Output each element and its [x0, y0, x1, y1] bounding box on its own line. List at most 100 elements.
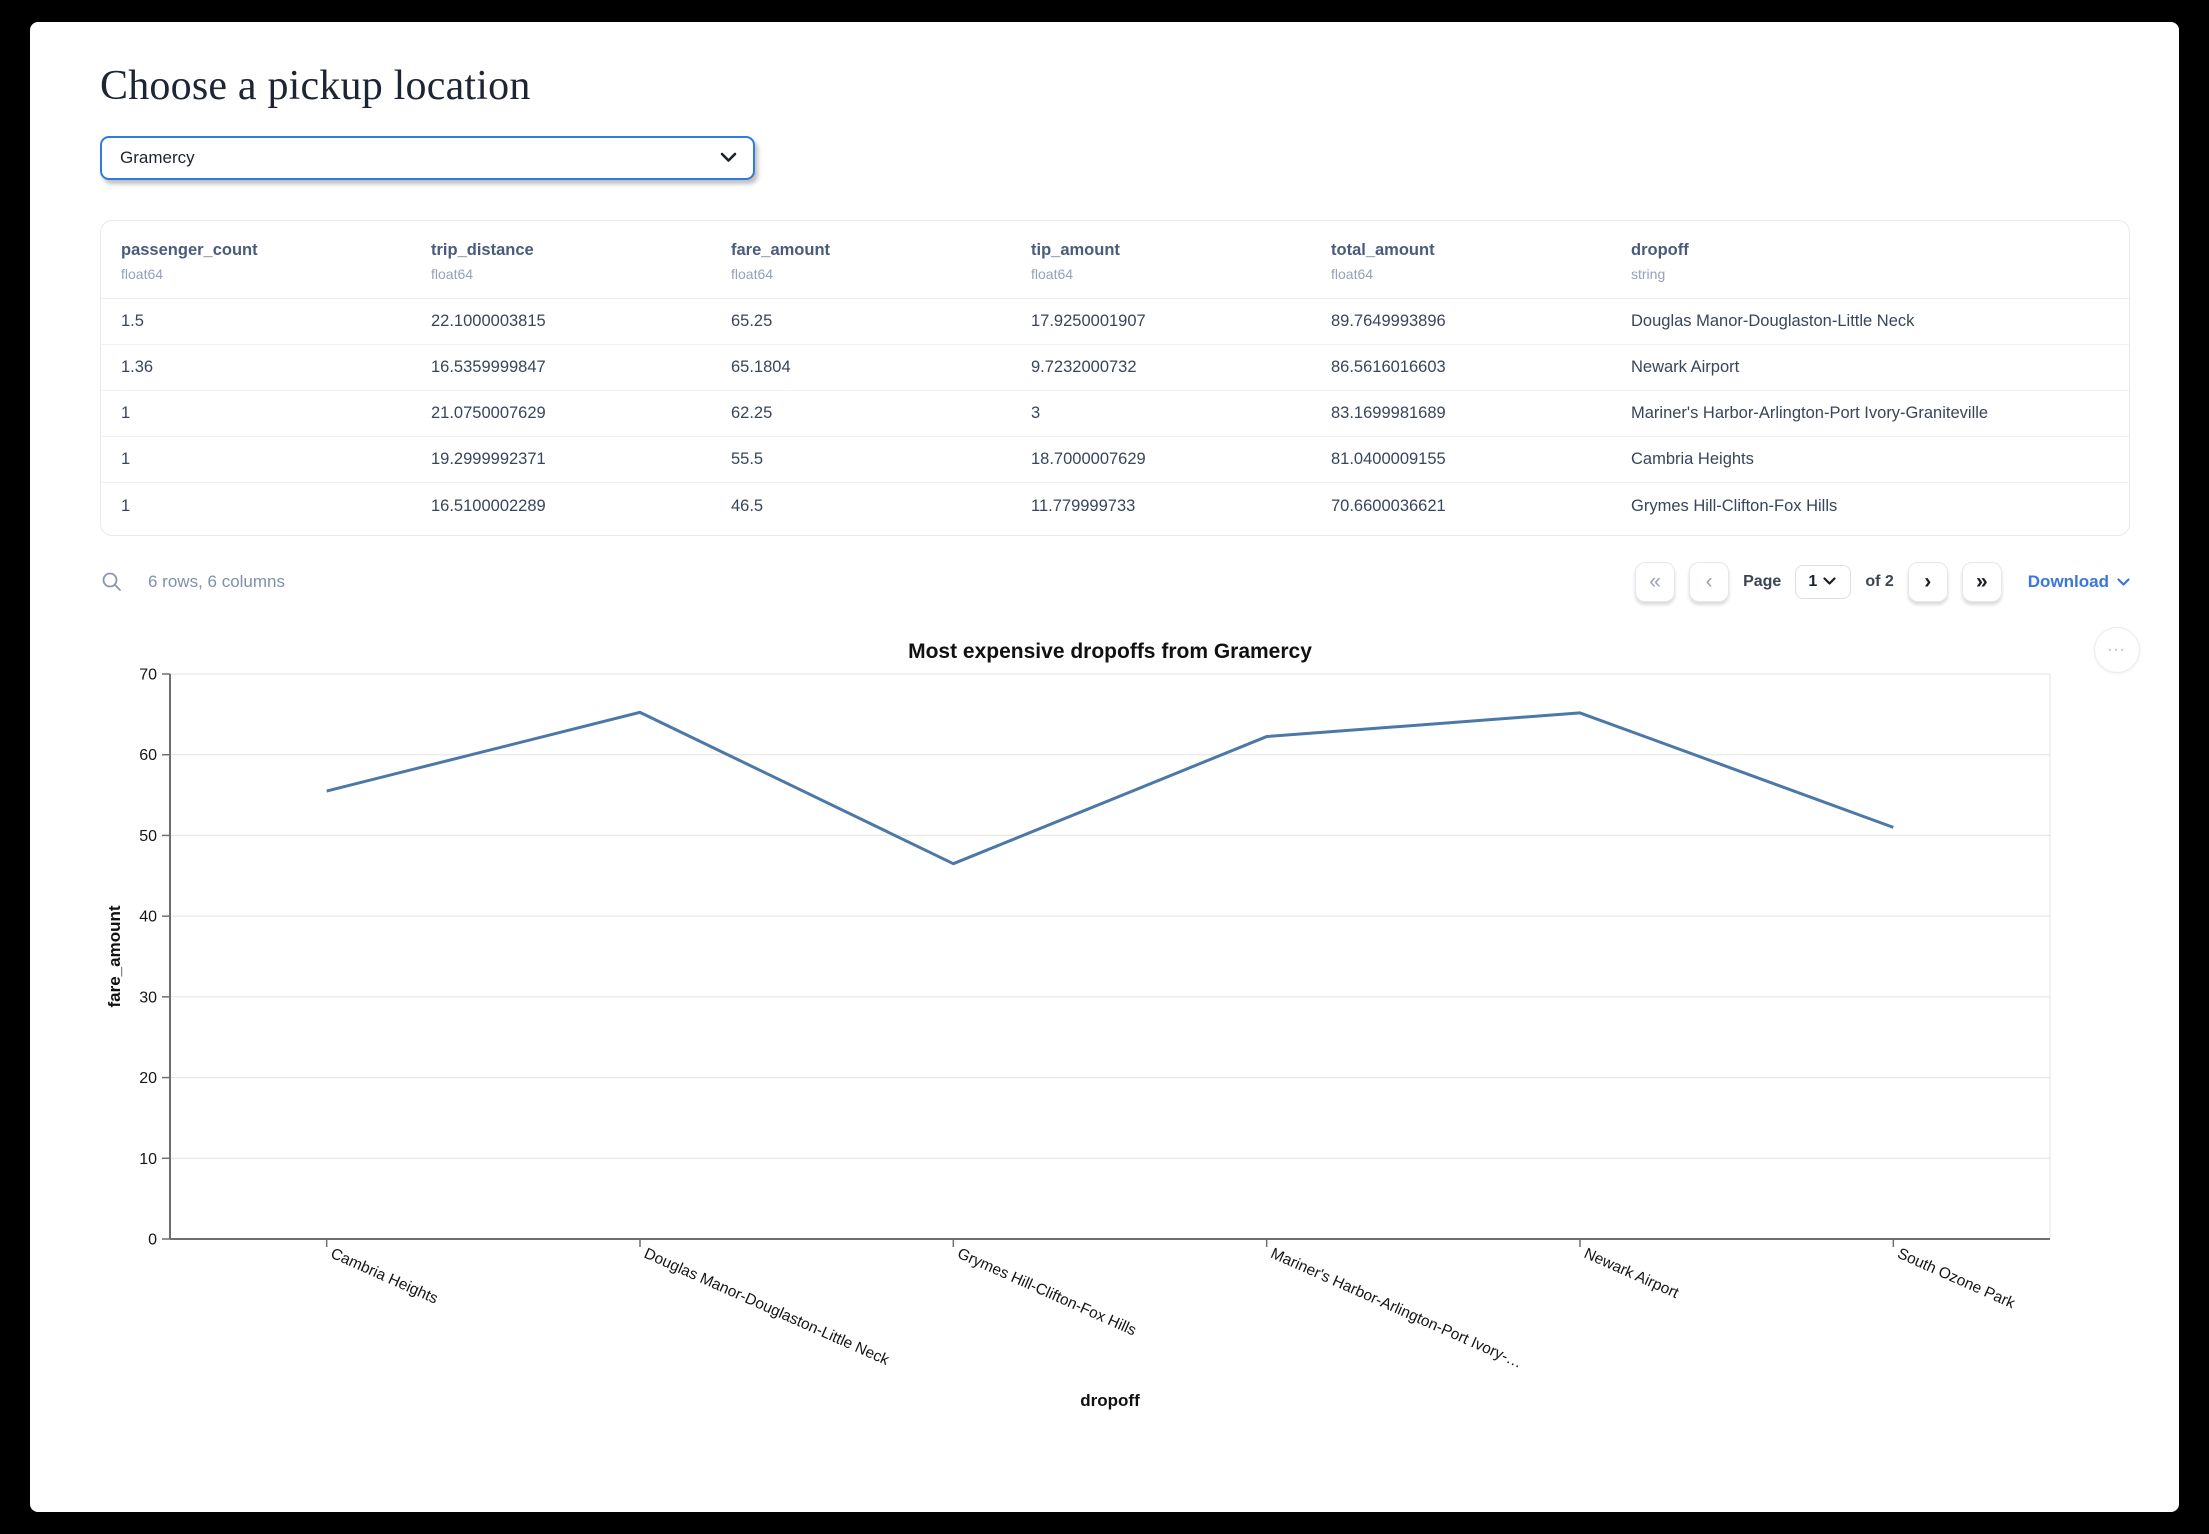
chevron-down-icon	[720, 148, 737, 168]
table-cell: 62.25	[731, 404, 773, 422]
x-tick-label: Grymes Hill-Clifton-Fox Hills	[955, 1245, 1139, 1339]
table-cell: 1.36	[121, 358, 154, 376]
x-tick-label: Mariner's Harbor-Arlington-Port Ivory-…	[1268, 1245, 1525, 1372]
pickup-location-value: Gramercy	[120, 148, 195, 167]
column-type: float64	[1331, 266, 1374, 282]
x-axis-title: dropoff	[1080, 1391, 1140, 1410]
table-cell: 65.1804	[731, 358, 791, 376]
table-cell: 9.7232000732	[1031, 358, 1137, 376]
table-cell: 18.7000007629	[1031, 450, 1146, 468]
column-type: float64	[121, 266, 164, 282]
first-page-icon: «	[1649, 570, 1661, 593]
column-name: passenger_count	[121, 241, 258, 259]
column-type: string	[1631, 266, 1666, 282]
table-cell: Grymes Hill-Clifton-Fox Hills	[1631, 496, 1838, 515]
last-page-icon: »	[1975, 570, 1988, 593]
y-tick-label: 30	[139, 989, 157, 1006]
table-cell: 3	[1031, 404, 1041, 422]
table-row[interactable]: 1 19.2999992371 55.5 18.7000007629 81.040000…	[101, 437, 2129, 483]
fare-amount-line-chart: Most expensive dropoffs from Gramercy 0 10…	[105, 640, 2051, 1410]
chart-card: ... Most expensive dropoffs from Gramerc…	[100, 627, 2140, 1429]
page-number-value: 1	[1808, 573, 1818, 590]
column-header-trip_distance[interactable]: trip_distance float64	[411, 241, 711, 282]
table-row[interactable]: 1 21.0750007629 62.25 3 83.1699981689 Mariner…	[101, 391, 2129, 437]
chevron-down-icon	[2117, 572, 2130, 592]
table-cell: 1	[121, 450, 131, 468]
x-tick-label: Newark Airport	[1581, 1245, 1681, 1302]
page-title: Choose a pickup location	[100, 63, 531, 109]
chart-title: Most expensive dropoffs from Gramercy	[908, 640, 1312, 663]
download-button[interactable]: Download	[2028, 572, 2130, 592]
chevron-down-icon	[1823, 573, 1836, 591]
table-cell: 86.5616016603	[1331, 358, 1446, 376]
table-cell: 16.5100002289	[431, 496, 546, 515]
page-number-select[interactable]: 1	[1795, 565, 1852, 599]
column-type: float64	[431, 266, 474, 282]
column-name: trip_distance	[431, 241, 534, 259]
table-cell: 83.1699981689	[1331, 404, 1446, 422]
column-name: total_amount	[1331, 241, 1435, 259]
last-page-button[interactable]: »	[1961, 562, 2002, 602]
x-tick-label: Douglas Manor-Douglaston-Little Neck	[641, 1245, 891, 1369]
column-header-fare_amount[interactable]: fare_amount float64	[711, 241, 1011, 282]
table-cell: 22.1000003815	[431, 312, 546, 330]
y-tick-label: 20	[139, 1070, 157, 1087]
chart-line	[326, 710, 1894, 866]
y-tick-label: 50	[139, 828, 157, 845]
table-row[interactable]: 1.5 22.1000003815 65.25 17.9250001907 89.764…	[101, 299, 2129, 345]
column-name: dropoff	[1631, 241, 1689, 259]
table-cell: Cambria Heights	[1631, 450, 1754, 468]
next-page-button[interactable]: ›	[1907, 562, 1948, 602]
column-header-total_amount[interactable]: total_amount float64	[1311, 241, 1611, 282]
x-tick-label: Cambria Heights	[328, 1245, 441, 1308]
table-cell: 1	[121, 404, 131, 422]
column-header-passenger_count[interactable]: passenger_count float64	[101, 241, 411, 282]
table-cell: 1.5	[121, 312, 144, 330]
table-cell: 55.5	[731, 450, 764, 468]
column-header-tip_amount[interactable]: tip_amount float64	[1011, 241, 1311, 282]
y-tick-label: 10	[139, 1151, 157, 1168]
table-cell: 21.0750007629	[431, 404, 546, 422]
table-cell: Douglas Manor-Douglaston-Little Neck	[1631, 312, 1915, 330]
table-cell: 1	[121, 496, 131, 515]
row-column-summary: 6 rows, 6 columns	[148, 572, 285, 591]
table-footer: 6 rows, 6 columns « ‹ Page 1 of 2 › » Do…	[100, 562, 2130, 602]
table-body: 1.5 22.1000003815 65.25 17.9250001907 89.764…	[101, 299, 2129, 535]
column-name: tip_amount	[1031, 241, 1120, 259]
y-tick-label: 70	[139, 667, 157, 684]
column-type: float64	[1031, 266, 1074, 282]
pickup-location-select[interactable]: Gramercy	[100, 136, 755, 180]
table-row[interactable]: 1.36 16.5359999847 65.1804 9.7232000732 86.5…	[101, 345, 2129, 391]
next-page-icon: ›	[1924, 570, 1932, 593]
page-label: Page	[1743, 573, 1782, 590]
table-cell: 70.6600036621	[1331, 496, 1446, 515]
table-cell: 19.2999992371	[431, 450, 546, 468]
y-tick-label: 0	[148, 1232, 157, 1249]
prev-page-button[interactable]: ‹	[1689, 562, 1730, 602]
app-window: Choose a pickup location Gramercy passen…	[30, 22, 2179, 1512]
table-cell: 65.25	[731, 312, 773, 330]
table-cell: 89.7649993896	[1331, 312, 1446, 330]
y-tick-label: 60	[139, 747, 157, 764]
chart-options-button[interactable]: ...	[2094, 627, 2140, 673]
table-cell: 46.5	[731, 496, 764, 515]
x-tick-label: South Ozone Park	[1895, 1245, 2018, 1312]
column-header-dropoff[interactable]: dropoff string	[1611, 241, 2129, 282]
table-cell: Mariner's Harbor-Arlington-Port Ivory-Gr…	[1631, 404, 1989, 422]
column-type: float64	[731, 266, 774, 282]
download-label: Download	[2027, 572, 2109, 591]
table-cell: 81.0400009155	[1331, 450, 1446, 468]
column-name: fare_amount	[731, 241, 831, 259]
table-cell: 16.5359999847	[431, 358, 546, 376]
y-tick-label: 40	[139, 909, 157, 926]
y-axis-title: fare_amount	[105, 905, 124, 1007]
search-icon[interactable]	[100, 570, 124, 594]
page-total-label: of 2	[1865, 573, 1894, 590]
table-cell: Newark Airport	[1631, 358, 1740, 376]
first-page-button[interactable]: «	[1635, 562, 1676, 602]
table-row[interactable]: 1 16.5100002289 46.5 11.779999733 70.6600036…	[101, 483, 2129, 529]
table-cell: 11.779999733	[1031, 496, 1136, 515]
prev-page-icon: ‹	[1705, 570, 1713, 593]
